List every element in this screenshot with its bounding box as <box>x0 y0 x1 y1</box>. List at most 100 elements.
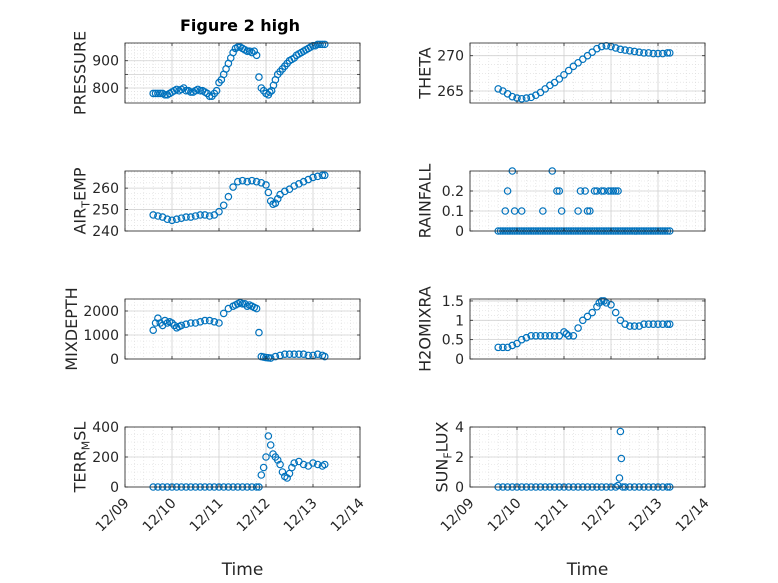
y-axis-label-rest: EMP <box>71 167 90 201</box>
data-point <box>243 47 252 55</box>
data-point <box>600 187 608 195</box>
data-point <box>555 187 564 195</box>
data-point <box>621 46 629 54</box>
data-point <box>616 316 625 325</box>
x-tick-label: 12/09 <box>93 495 133 535</box>
y-tick-label: 0 <box>455 480 464 496</box>
data-point <box>649 49 658 58</box>
y-tick-label: 0 <box>110 352 119 368</box>
y-tick-label: 270 <box>437 49 464 65</box>
data-point <box>611 44 620 52</box>
data-point <box>614 187 622 195</box>
y-axis-label: H2OMIXRA <box>416 286 435 372</box>
y-tick-label: 265 <box>437 84 464 100</box>
y-axis-label: TERRMSL <box>71 422 93 494</box>
data-point <box>168 319 176 327</box>
data-point <box>640 320 648 328</box>
data-point <box>501 207 510 215</box>
data-point <box>617 454 626 463</box>
data-point <box>299 460 308 469</box>
data-point <box>562 330 571 338</box>
data-point <box>658 49 667 58</box>
data-point <box>278 468 287 476</box>
data-point <box>205 212 214 220</box>
data-point <box>590 187 599 195</box>
y-tick-label: 260 <box>92 181 119 197</box>
data-point <box>205 316 214 325</box>
data-point <box>313 40 322 49</box>
data-point <box>597 297 606 305</box>
data-point <box>313 172 322 181</box>
y-tick-label: 4 <box>455 420 464 436</box>
x-tick-label: 12/11 <box>532 495 572 535</box>
y-axis-label-rest: LUX <box>433 421 452 452</box>
data-point <box>252 51 261 60</box>
data-point <box>569 331 578 340</box>
data-point <box>234 177 242 186</box>
x-tick-label: 12/09 <box>438 495 478 535</box>
data-point <box>273 195 282 203</box>
data-point <box>644 49 653 57</box>
data-point <box>663 320 672 328</box>
data-point <box>494 343 503 352</box>
x-tick-label: 12/12 <box>234 495 274 535</box>
data-point <box>290 459 299 467</box>
data-series-h2omixra <box>494 297 674 352</box>
data-point <box>654 49 662 58</box>
data-point <box>172 215 181 224</box>
data-point <box>149 89 158 98</box>
x-tick-label: 12/12 <box>579 495 619 535</box>
data-point <box>527 331 535 340</box>
data-point <box>522 94 531 102</box>
data-point <box>611 308 620 317</box>
data-point <box>219 309 228 318</box>
data-point <box>574 58 582 67</box>
data-point <box>517 207 526 215</box>
data-point <box>290 350 299 359</box>
data-point <box>588 308 597 317</box>
data-point <box>503 343 512 352</box>
data-point <box>581 187 589 195</box>
subplot-sun_flux: 12/09 12/10 12/11 12/12 12/13 12/14024SUNFLUX… <box>433 420 713 580</box>
y-tick-label: 900 <box>92 54 119 70</box>
data-point <box>177 321 186 330</box>
data-point <box>531 331 540 340</box>
data-point <box>187 88 195 96</box>
data-point <box>586 207 594 215</box>
data-point <box>161 316 169 325</box>
data-point <box>539 207 547 215</box>
data-point <box>555 75 564 83</box>
data-point <box>597 187 606 195</box>
data-point <box>508 341 517 350</box>
data-point <box>276 351 284 360</box>
data-point <box>635 322 644 330</box>
data-point <box>215 319 223 327</box>
data-point <box>517 335 526 344</box>
data-point <box>621 320 629 328</box>
data-point <box>299 350 308 359</box>
data-point <box>320 460 329 469</box>
y-tick-label: 2 <box>455 450 464 466</box>
data-point <box>276 460 284 469</box>
data-point <box>273 456 282 464</box>
data-point <box>318 171 327 180</box>
data-point <box>224 192 233 201</box>
data-point <box>604 187 613 195</box>
x-tick-label: 12/11 <box>187 495 227 535</box>
y-tick-label: 0.1 <box>442 204 464 220</box>
data-point <box>616 45 625 54</box>
y-axis-label-subscript: T <box>80 201 93 209</box>
data-point <box>264 432 273 440</box>
data-point <box>316 40 324 49</box>
data-point <box>607 187 615 195</box>
data-point <box>264 188 273 197</box>
data-point <box>265 88 274 96</box>
data-point <box>564 331 573 340</box>
data-point <box>170 321 179 330</box>
data-point <box>262 181 270 189</box>
data-point <box>635 48 644 56</box>
subplot-terr_msl: 12/09 12/10 12/11 12/12 12/13 12/14 0 200 400TER… <box>71 420 368 580</box>
data-point <box>252 304 261 313</box>
